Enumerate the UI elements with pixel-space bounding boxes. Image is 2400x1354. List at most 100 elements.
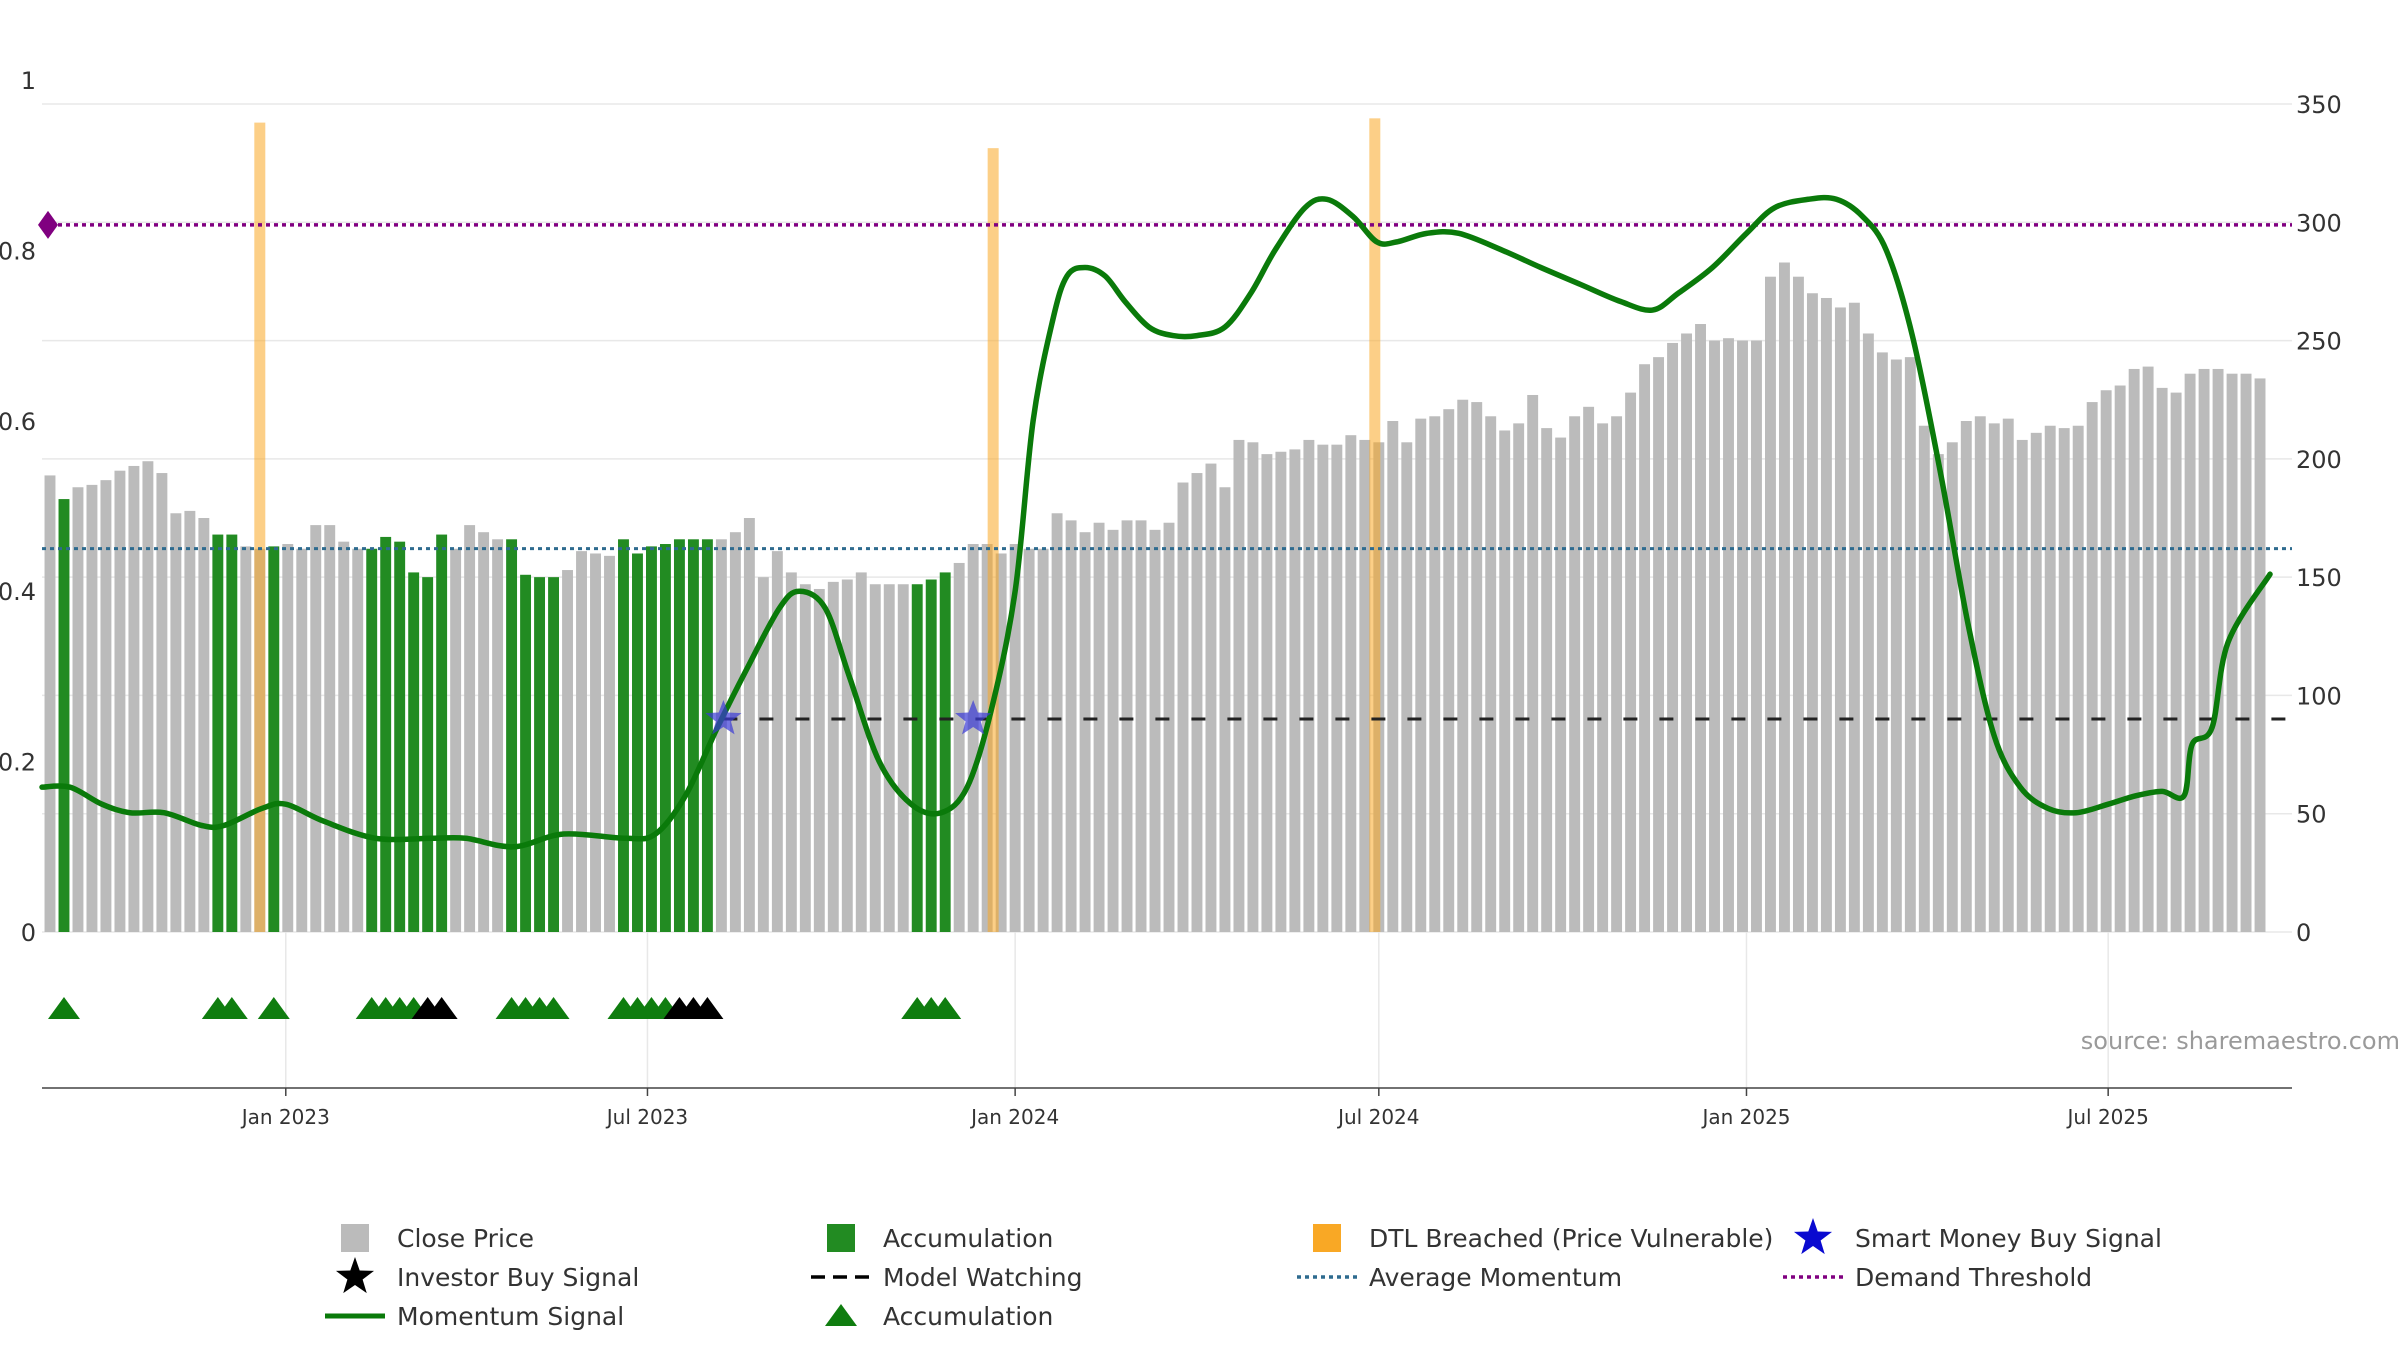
legend-label: Momentum Signal (397, 1302, 624, 1331)
close-price-bar (2170, 392, 2182, 932)
close-price-bar (1219, 487, 1231, 932)
legend-label: Demand Threshold (1855, 1263, 2092, 1292)
close-price-bar (324, 525, 336, 932)
accumulation-bar (618, 539, 629, 932)
close-price-bar (1121, 520, 1133, 932)
close-price-bar (478, 532, 490, 932)
close-price-bar (1723, 338, 1734, 933)
close-price-bar (1681, 333, 1692, 933)
close-price-bar (310, 525, 322, 932)
close-price-bar (450, 548, 462, 932)
close-price-bar (1527, 394, 1539, 932)
legend-star-icon (335, 1257, 375, 1294)
close-price-bar (1163, 522, 1175, 932)
close-price-bar (1107, 529, 1119, 932)
close-price-bar (2058, 428, 2070, 932)
accumulation-bar (925, 579, 937, 932)
close-price-bar (995, 553, 1007, 932)
close-price-bar (576, 551, 587, 932)
close-price-bar (1918, 425, 1930, 932)
close-price-bar (2128, 368, 2140, 933)
legend-label: Average Momentum (1369, 1263, 1622, 1292)
reference-lines (38, 210, 2292, 721)
close-price-bar (1065, 520, 1077, 932)
accumulation-bar (268, 546, 280, 932)
close-price-bar (1149, 529, 1161, 932)
close-price-bar (1541, 428, 1553, 932)
close-price-bar (1792, 276, 1804, 932)
legend-item: Momentum Signal (325, 1302, 624, 1331)
x-tick-label: Jan 2025 (1700, 1105, 1790, 1129)
dtl-breach-bar (254, 122, 266, 933)
momentum-signal-line (39, 194, 2273, 850)
dtl-breach-bars (254, 118, 1381, 933)
price-bars (44, 262, 2266, 933)
legend-item: Demand Threshold (1783, 1263, 2092, 1292)
accumulation-bar (380, 536, 392, 932)
close-price-bar (1778, 262, 1790, 932)
legend-item: Model Watching (811, 1263, 1083, 1292)
close-price-bar (1904, 357, 1916, 932)
close-price-bar (1443, 409, 1455, 933)
left-tick-label: 0.4 (0, 578, 36, 606)
close-price-bar (1499, 430, 1511, 932)
accumulation-bar (632, 553, 643, 932)
close-price-bar (2114, 385, 2126, 932)
smart-money-buy-star (705, 700, 742, 735)
accumulation-bar (394, 541, 406, 932)
close-price-bar (2016, 439, 2028, 932)
left-tick-label: 1 (21, 67, 36, 95)
close-price-bar (981, 544, 993, 932)
legend-item: Close Price (341, 1224, 534, 1253)
close-price-bar (562, 570, 573, 932)
close-price-bar (198, 518, 210, 932)
close-price-bar (464, 525, 476, 932)
close-price-bar (2240, 373, 2252, 933)
close-price-bar (1233, 439, 1245, 932)
close-price-bar (156, 473, 168, 932)
close-price-bar (2198, 368, 2210, 933)
right-tick-label: 150 (2296, 564, 2342, 592)
accumulation-triangle (257, 997, 290, 1019)
legend-item: DTL Breached (Price Vulnerable) (1313, 1224, 1773, 1253)
legend-label: Accumulation (883, 1302, 1053, 1331)
close-price-bar (1177, 482, 1189, 932)
close-price-bar (352, 548, 364, 932)
close-price-bar (1932, 454, 1944, 932)
close-price-bar (785, 572, 797, 932)
x-tick-label: Jul 2024 (1336, 1105, 1419, 1129)
close-price-bar (1261, 454, 1273, 932)
close-price-bar (883, 584, 895, 932)
close-price-bar (1848, 302, 1860, 933)
close-price-bar (1667, 342, 1679, 932)
close-price-bar (100, 480, 112, 932)
accumulation-bar (212, 534, 224, 932)
close-price-bar (757, 577, 769, 932)
close-price-bar (1037, 548, 1049, 932)
accumulation-bar (646, 546, 657, 932)
close-price-bar (1401, 442, 1413, 932)
close-price-bar (1345, 435, 1357, 932)
close-price-bar (1289, 449, 1301, 932)
legend-square-icon (341, 1224, 369, 1252)
close-price-bar (953, 562, 965, 932)
close-price-bar (1359, 439, 1371, 932)
demand-threshold-marker (38, 210, 58, 239)
close-price-bar (2086, 402, 2098, 933)
accumulation-triangle (537, 997, 570, 1019)
axes: Jan 2023 Jul 2023 Jan 2024 Jul 2024 Jan 2025… (0, 67, 2342, 1129)
right-tick-label: 200 (2296, 446, 2342, 474)
source-label: source: sharemaestro.com (2081, 1027, 2400, 1055)
accumulation-bar (701, 539, 713, 932)
close-price-bar (1415, 418, 1427, 932)
dtl-breach-bar (987, 148, 999, 932)
legend-triangle-icon (825, 1304, 857, 1326)
legend: Close Price Accumulation DTL Breached (Pri… (325, 1218, 2162, 1331)
close-price-bar (2212, 368, 2224, 933)
accumulation-triangle (215, 997, 248, 1019)
accumulation-bar (548, 577, 560, 932)
x-tick-label: Jan 2023 (240, 1105, 330, 1129)
close-price-bar (841, 579, 853, 932)
legend-label: Accumulation (883, 1224, 1053, 1253)
